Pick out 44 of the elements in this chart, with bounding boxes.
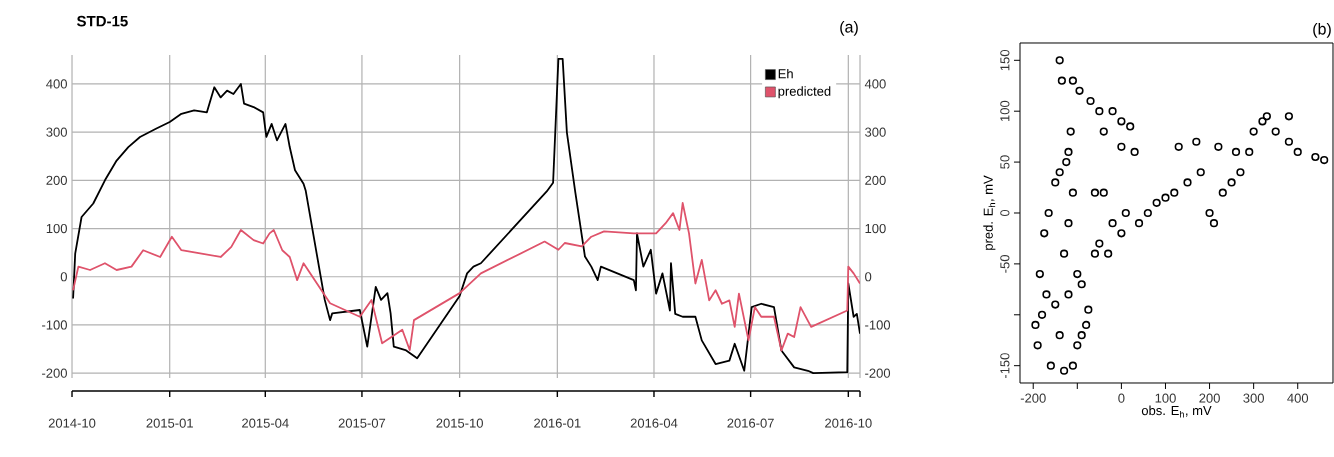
- y2-tick-label: 200: [865, 175, 886, 185]
- y2-tick-label: 0: [865, 272, 872, 282]
- line-series: [72, 202, 860, 352]
- x-tick-label: 2015-01: [146, 418, 193, 428]
- y-tick-label: -100: [42, 320, 67, 330]
- y-tick-label: 100: [1000, 100, 1010, 122]
- x-tick-label: 100: [1155, 393, 1176, 403]
- y-tick-label: 0: [1000, 209, 1010, 217]
- x-tick-label: 2016-10: [825, 418, 872, 428]
- x-tick-label: -200: [1020, 393, 1046, 403]
- y-tick-label: -50: [1000, 255, 1010, 273]
- y2-tick-label: -200: [865, 368, 891, 378]
- y-tick-label: 200: [46, 175, 67, 185]
- text: (a): [840, 20, 858, 36]
- y-tick-label: -200: [42, 368, 67, 378]
- text: (b): [1313, 22, 1331, 38]
- y-tick-label: 400: [46, 79, 67, 89]
- y2-tick-label: 300: [865, 127, 886, 137]
- y-tick-label: 0: [60, 272, 67, 282]
- x-tick-label: 300: [1243, 393, 1264, 403]
- x-tick-label: 2014-10: [48, 418, 96, 428]
- y2-tick-label: 100: [865, 223, 886, 234]
- y-tick-label: 150: [1000, 49, 1010, 71]
- x-tick-label: 2015-10: [436, 418, 483, 428]
- y-tick-label: 300: [46, 127, 67, 137]
- line-series: [72, 57, 860, 375]
- x-tick-label: 2016-07: [727, 418, 774, 428]
- legend-label: predicted: [778, 86, 831, 99]
- x-tick-label: 2015-07: [338, 418, 386, 428]
- legend-label: Eh: [778, 68, 793, 79]
- x-tick-label: 2016-04: [630, 418, 678, 428]
- x-axis-title: obs. E$_{h}$, mV: [1141, 405, 1212, 418]
- x-tick-label: 200: [1199, 393, 1220, 403]
- y2-tick-label: -100: [865, 320, 891, 330]
- y-axis-title: pred. E$_{h}$, mV: [983, 175, 996, 250]
- y-tick-label: -150: [1000, 353, 1010, 379]
- x-tick-label: 400: [1287, 393, 1309, 403]
- y2-tick-label: 400: [864, 79, 886, 89]
- x-tick-label: 0: [1118, 393, 1125, 403]
- y-tick-label: 100: [46, 223, 67, 234]
- y-tick-label: 50: [1000, 155, 1010, 169]
- x-tick-label: 2016-01: [534, 418, 581, 428]
- chart-title: STD-15: [76, 15, 128, 27]
- x-tick-label: 2015-04: [242, 418, 289, 428]
